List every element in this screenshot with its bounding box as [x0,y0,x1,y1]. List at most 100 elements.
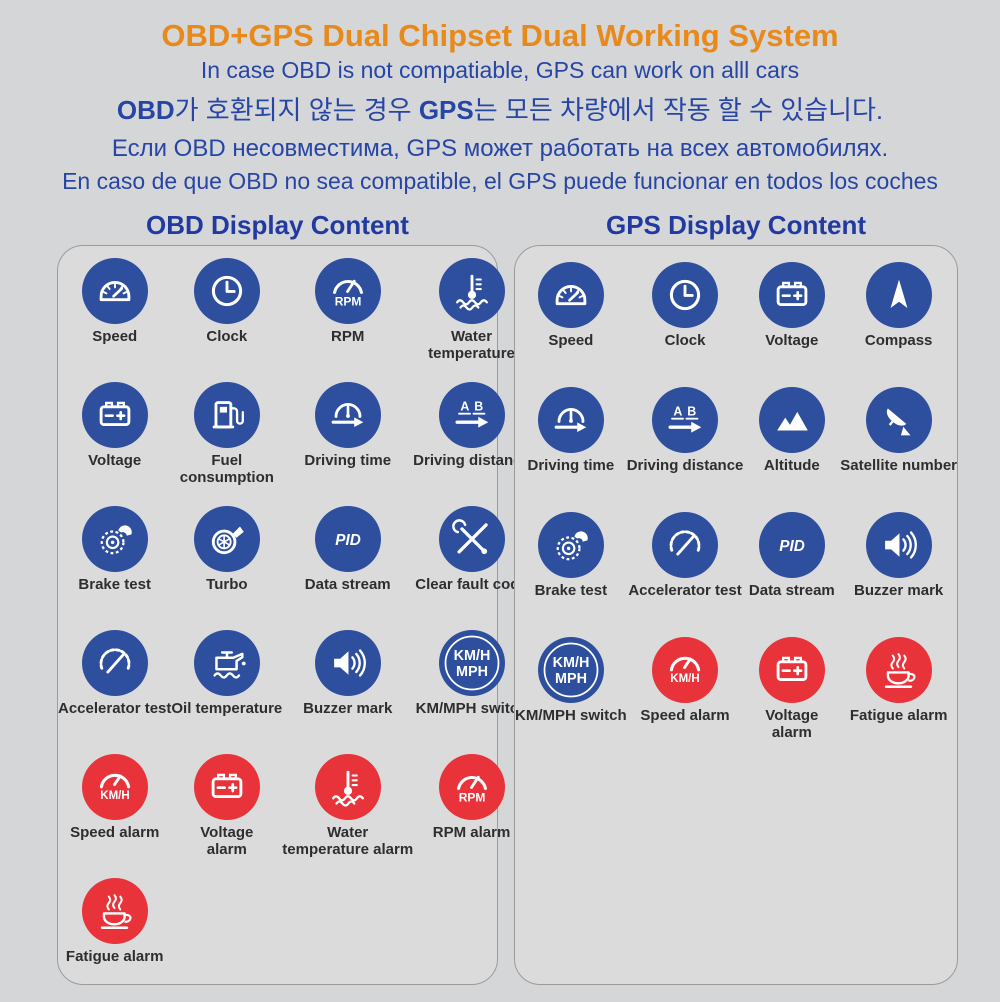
gps-item-compass: Compass [840,262,957,387]
item-label: Clear fault code [415,576,528,593]
item-label: Voltage [765,332,819,349]
obd-panel-heading: OBD Display Content [146,210,409,240]
obd-item-oil-temperature: Oil temperature [171,630,282,754]
gps-item-fatigue-alarm: Fatigue alarm [840,637,957,762]
obd-item-turbo: Turbo [171,506,282,630]
fuel-pump-icon [193,382,260,448]
item-label: Brake test [78,576,151,593]
gps-item-driving-time: Driving time [515,387,627,512]
unit-switch-icon [537,637,604,703]
korean-part2: 가 호환되지 않는 경우 [174,95,419,125]
item-label: Altitude [763,457,820,474]
item-label: Voltage [88,452,142,469]
item-label: Fatigue alarm [849,707,948,724]
speaker-icon [865,512,932,578]
turbo-icon [193,506,260,572]
korean-part4: 는 모든 차량에서 작동 할 수 있습니다. [473,95,884,125]
mountains-icon [758,387,825,453]
subtitle-russian: Если OBD несовместима, GPS может работат… [111,135,889,162]
gps-item-altitude: Altitude [743,387,840,512]
battery-icon [81,382,148,448]
obd-item-water-temperature-alarm: Water temperature alarm [282,754,413,878]
item-label: Accelerator test [58,700,172,717]
gps-item-brake-test: Brake test [515,512,627,637]
rpm-gauge-icon [314,258,381,324]
item-label: Water temperature alarm [282,824,414,858]
gps-icon-grid: Speed Clock Voltage Compass Driving time… [515,246,957,762]
subtitle-english: In case OBD is not compatiable, GPS can … [200,57,800,83]
gps-item-clock: Clock [627,262,744,387]
obd-item-driving-distance: Driving distance [413,382,530,506]
item-label: Speed alarm [640,707,730,724]
subtitle-spanish: En caso de que OBD no sea compatible, el… [62,168,938,194]
gps-item-speed: Speed [515,262,627,387]
gps-item-data-stream: Data stream [743,512,840,637]
wrench-tools-icon [438,506,505,572]
speedometer-icon [81,258,148,324]
battery-icon [758,262,825,328]
obd-item-fatigue-alarm: Fatigue alarm [58,878,171,1002]
item-label: Fatigue alarm [65,948,164,965]
item-label: Voltage alarm [765,707,819,741]
obd-item-buzzer-mark: Buzzer mark [282,630,413,754]
water-temperature-icon [314,754,381,820]
obd-item-accelerator-test: Accelerator test [58,630,171,754]
item-label: Compass [864,332,933,349]
obd-item-brake-test: Brake test [58,506,171,630]
item-label: Oil temperature [171,700,283,717]
item-label: Brake test [534,582,608,599]
brake-disc-icon [537,512,604,578]
oil-can-icon [193,630,260,696]
obd-item-speed-alarm: Speed alarm [58,754,171,878]
accelerator-gauge-icon [81,630,148,696]
obd-item-speed: Speed [58,258,171,382]
obd-panel: Speed Clock RPM Water temperature Voltag… [57,245,530,985]
obd-icon-grid: Speed Clock RPM Water temperature Voltag… [58,246,530,1002]
gps-item-driving-distance: Driving distance [627,387,743,512]
obd-item-voltage: Voltage [58,382,171,506]
water-temperature-icon [438,258,505,324]
gps-item-buzzer-mark: Buzzer mark [840,512,957,637]
item-label: KM/MPH switch [415,700,528,717]
gps-item-km-mph-switch: KM/MPH switch [515,637,627,762]
gps-item-voltage-alarm: Voltage alarm [743,637,840,762]
pid-icon [758,512,825,578]
battery-icon [193,754,260,820]
item-label: Data stream [304,576,391,593]
obd-item-clock: Clock [171,258,282,382]
gps-item-speed-alarm: Speed alarm [627,637,744,762]
speedometer-icon [537,262,604,328]
driving-distance-icon [438,382,505,448]
obd-item-water-temperature: Water temperature [413,258,530,382]
clock-icon [193,258,260,324]
item-label: Buzzer mark [854,582,944,599]
kmh-gauge-icon [652,637,719,703]
gps-item-satellite-number: Satellite number [840,387,957,512]
gps-item-accelerator-test: Accelerator test [627,512,744,637]
speaker-icon [314,630,381,696]
gps-item-voltage: Voltage [743,262,840,387]
item-label: Satellite number [840,457,957,474]
obd-item-clear-fault-code: Clear fault code [413,506,530,630]
compass-arrow-icon [865,262,932,328]
satellite-icon [865,387,932,453]
pid-icon [314,506,381,572]
item-label: Voltage alarm [200,824,254,858]
driving-time-icon [537,387,604,453]
item-label: Driving time [304,452,392,469]
obd-item-voltage-alarm: Voltage alarm [171,754,282,878]
item-label: Clock [206,328,248,345]
item-label: Data stream [748,582,835,599]
item-label: RPM [331,328,365,345]
unit-switch-icon [438,630,505,696]
clock-icon [652,262,719,328]
korean-obd: OBD [116,95,175,125]
item-label: Driving time [527,457,615,474]
battery-icon [758,637,825,703]
obd-item-rpm: RPM [282,258,413,382]
obd-item-driving-time: Driving time [282,382,413,506]
item-label: Clock [664,332,706,349]
subtitle-korean: OBD가 호환되지 않는 경우 GPS는 모든 차량에서 작동 할 수 있습니다… [0,90,1000,127]
obd-item-rpm-alarm: RPM alarm [413,754,530,878]
item-label: Turbo [206,576,248,593]
